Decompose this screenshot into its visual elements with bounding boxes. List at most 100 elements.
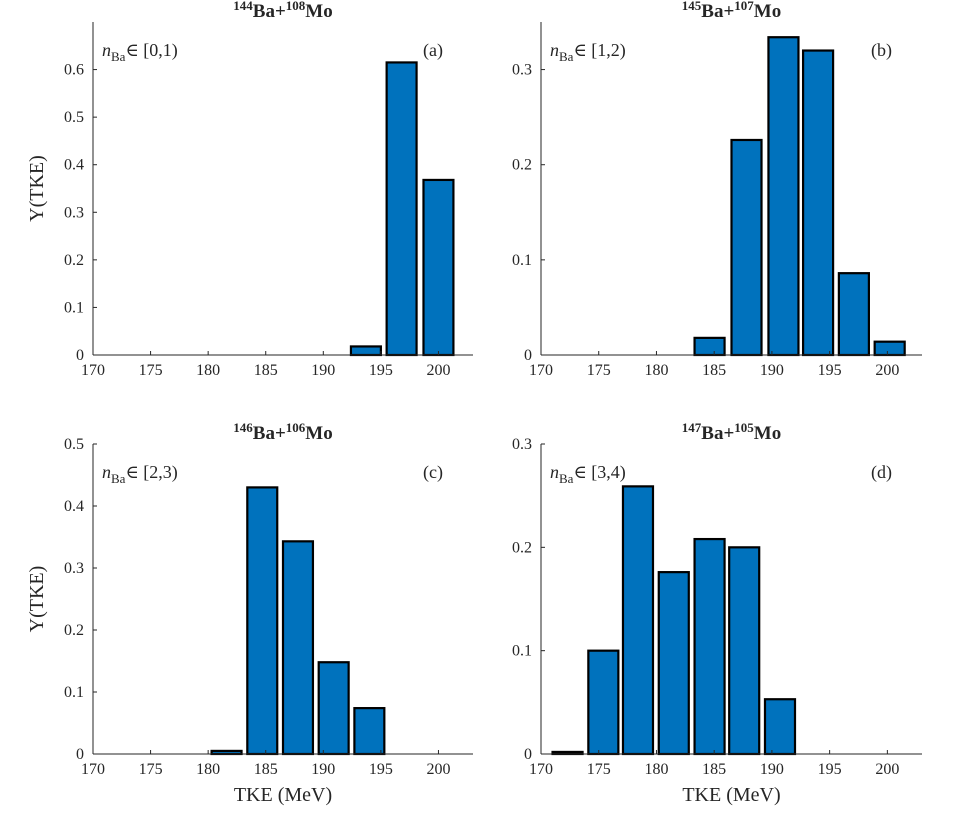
title-ba-c: Ba+ (253, 423, 286, 444)
y-tick-label-a-1: 0.1 (64, 299, 84, 316)
annotation-n-c: n (102, 462, 111, 482)
bar-d-5 (728, 546, 761, 756)
x-tick-label-b-2: 180 (644, 362, 668, 379)
chart-panel-c: 170 175 180 185 190 195 200 0 0.1 0.2 0.3 0.4 0.5 146… (26, 420, 473, 806)
y-tick-label-c-4: 0.4 (64, 498, 84, 515)
bar-b-3 (801, 49, 835, 357)
title-mo-d: Mo (754, 423, 781, 444)
x-tick-label-b-6: 200 (875, 362, 899, 379)
x-tick-label-c-6: 200 (426, 761, 450, 778)
title-mass-mo-d: 105 (734, 420, 754, 435)
bar-c-2 (281, 540, 315, 756)
x-axis-label-c: TKE (MeV) (234, 784, 332, 806)
annotation-n-a: n (102, 40, 111, 60)
y-tick-label-c-3: 0.3 (64, 560, 84, 577)
title-ba-d: Ba+ (701, 423, 734, 444)
chart-title-c: 146Ba+106Mo (233, 420, 332, 444)
annotation-rest-b: ∈ [1,2) (573, 40, 625, 61)
panel-label-a: (a) (423, 40, 443, 61)
y-tick-label-a-6: 0.6 (64, 62, 84, 79)
x-tick-label-a-2: 180 (196, 362, 220, 379)
y-tick-label-b-0: 0 (524, 347, 532, 364)
annotation-n-b: n (550, 40, 559, 60)
title-mass-mo-c: 106 (286, 420, 306, 435)
title-mass-ba-d: 147 (682, 420, 702, 435)
x-tick-label-c-1: 175 (139, 761, 163, 778)
annotation-sub-a: Ba (111, 49, 126, 64)
bar-d-2 (621, 485, 655, 756)
y-tick-label-a-4: 0.4 (64, 157, 84, 174)
chart-panel-d: 170 175 180 185 190 195 200 0 0.1 0.2 0.3 147Ba+105… (512, 420, 922, 806)
x-tick-label-a-4: 190 (311, 362, 335, 379)
x-tick-label-d-6: 200 (875, 761, 899, 778)
title-mass-mo-b: 107 (734, 0, 754, 13)
y-tick-label-c-1: 0.1 (64, 684, 84, 701)
bar-c-1 (246, 486, 279, 756)
bar-d-1 (587, 649, 620, 756)
y-tick-label-a-0: 0 (76, 347, 84, 364)
x-tick-label-b-0: 170 (529, 362, 553, 379)
annotation-sub-d: Ba (559, 471, 574, 486)
range-annotation-b: nBa∈ [1,2) (550, 40, 626, 64)
x-tick-label-c-2: 180 (196, 761, 220, 778)
x-tick-label-c-0: 170 (81, 761, 105, 778)
y-tick-label-d-1: 0.1 (512, 643, 532, 660)
bar-d-4 (693, 537, 726, 756)
x-tick-label-d-1: 175 (587, 761, 611, 778)
bar-b-0 (693, 336, 726, 357)
title-mass-ba-a: 144 (233, 0, 253, 13)
annotation-rest-d: ∈ [3,4) (573, 462, 625, 483)
chart-title-a: 144Ba+108Mo (233, 0, 332, 22)
chart-title-d: 147Ba+105Mo (682, 420, 781, 444)
chart-panel-a: 170 175 180 185 190 195 200 0 0.1 0.2 0.3 0.4 0.5 0.6… (26, 0, 473, 379)
annotation-sub-c: Ba (111, 471, 126, 486)
x-tick-label-c-3: 185 (254, 761, 278, 778)
x-tick-label-d-2: 180 (644, 761, 668, 778)
range-annotation-a: nBa∈ [0,1) (102, 40, 178, 64)
y-tick-label-d-0: 0 (524, 746, 532, 763)
bar-a-1 (385, 61, 418, 357)
x-tick-label-b-5: 195 (818, 362, 842, 379)
y-tick-label-d-2: 0.2 (512, 539, 532, 556)
title-ba-a: Ba+ (253, 1, 286, 22)
y-tick-label-c-5: 0.5 (64, 436, 84, 453)
x-tick-label-d-4: 190 (760, 761, 784, 778)
panel-label-c: (c) (423, 462, 443, 483)
bar-d-6 (763, 698, 797, 756)
bar-a-0 (349, 345, 382, 357)
x-tick-label-d-3: 185 (702, 761, 726, 778)
x-tick-label-d-5: 195 (818, 761, 842, 778)
range-annotation-c: nBa∈ [2,3) (102, 462, 178, 486)
range-annotation-d: nBa∈ [3,4) (550, 462, 626, 486)
x-tick-label-a-3: 185 (254, 362, 278, 379)
bar-b-5 (873, 340, 906, 357)
annotation-n-d: n (550, 462, 559, 482)
y-tick-label-c-0: 0 (76, 746, 84, 763)
bar-b-4 (837, 272, 870, 357)
bar-b-2 (767, 36, 800, 357)
x-tick-label-b-4: 190 (760, 362, 784, 379)
chart-title-b: 145Ba+107Mo (682, 0, 781, 22)
title-ba-b: Ba+ (701, 1, 734, 22)
y-tick-label-a-2: 0.2 (64, 252, 84, 269)
bar-d-3 (657, 571, 690, 756)
bar-b-1 (730, 138, 763, 357)
annotation-rest-c: ∈ [2,3) (125, 462, 177, 483)
annotation-sub-b: Ba (559, 49, 574, 64)
y-tick-label-c-2: 0.2 (64, 622, 84, 639)
y-tick-label-b-1: 0.1 (512, 252, 532, 269)
y-axis-label-a: Y(TKE) (26, 155, 48, 222)
y-axis-label-c: Y(TKE) (26, 566, 48, 633)
title-mass-mo-a: 108 (286, 0, 306, 13)
x-tick-label-a-1: 175 (139, 362, 163, 379)
title-mass-ba-c: 146 (233, 420, 253, 435)
x-tick-label-c-5: 195 (369, 761, 393, 778)
title-mo-a: Mo (305, 1, 332, 22)
chart-panel-b: 170 175 180 185 190 195 200 0 0.1 0.2 0.3 145Ba+107… (512, 0, 922, 379)
annotation-rest-a: ∈ [0,1) (125, 40, 177, 61)
x-axis-label-d: TKE (MeV) (682, 784, 780, 806)
panel-label-d: (d) (871, 462, 892, 483)
title-mo-c: Mo (305, 423, 332, 444)
x-tick-label-b-1: 175 (587, 362, 611, 379)
